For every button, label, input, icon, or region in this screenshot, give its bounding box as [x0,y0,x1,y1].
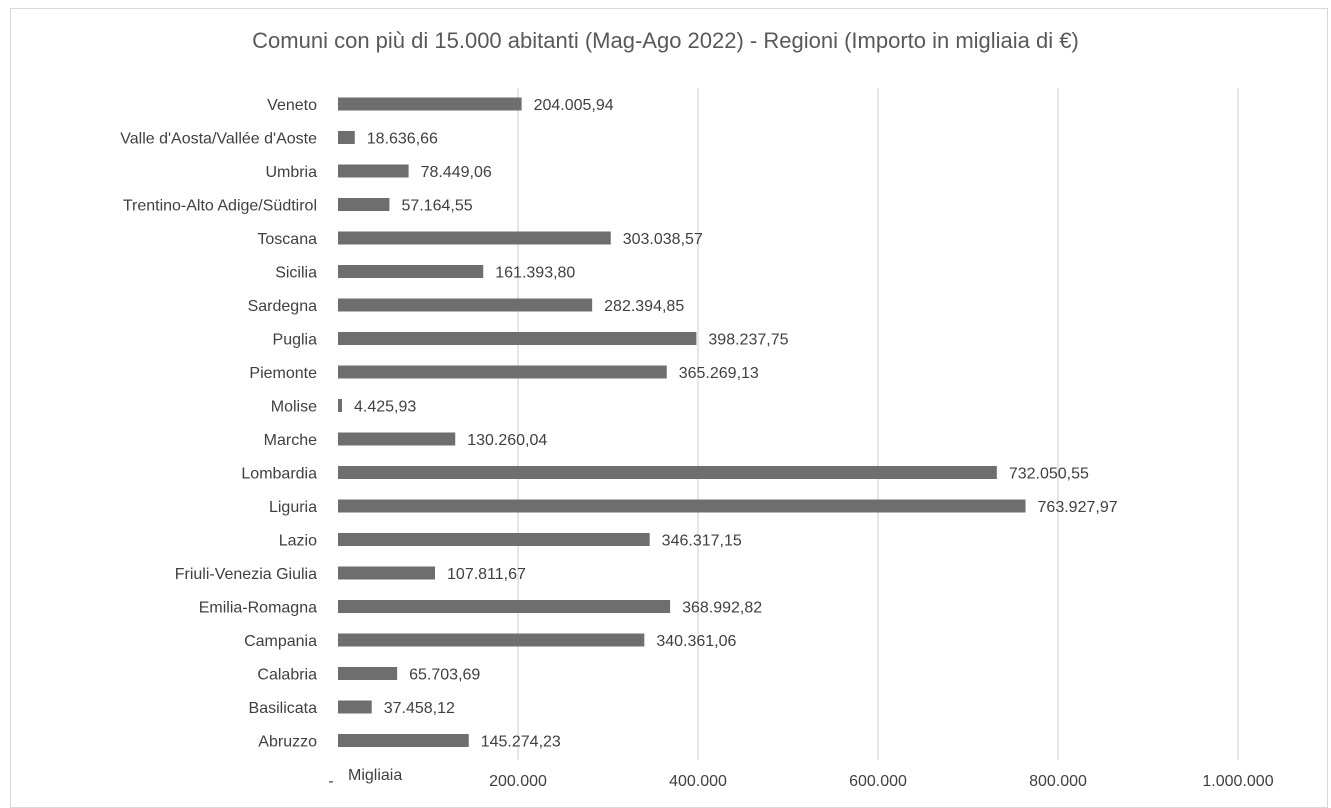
value-label-17: 65.703,69 [409,667,480,684]
value-label-4: 303.038,57 [623,231,703,248]
bar-16 [338,633,645,647]
value-label-0: 204.005,94 [534,97,614,114]
labels: Veneto 204.005,94 Valle d'Aosta/Vallée d'A… [120,97,1117,751]
category-label-4: Toscana [257,231,317,248]
chart-title: Comuni con più di 15.000 abitanti (Mag-A… [252,28,1079,53]
value-label-14: 107.811,67 [447,566,526,583]
bar-17 [338,667,398,680]
bar-12 [338,499,1026,513]
x-tick-label-5: 1.000.000 [1202,773,1273,790]
bar-13 [338,533,650,546]
category-label-16: Campania [244,633,317,650]
x-tick-label-0: - [328,773,333,790]
category-label-3: Trentino-Alto Adige/Südtirol [123,198,317,215]
value-label-11: 732.050,55 [1009,466,1089,483]
bar-19 [338,734,469,747]
x-axis: - 200.000 400.000 600.000 800.000 1.000.000 Mi… [328,767,1273,790]
category-label-7: Puglia [273,332,318,349]
value-label-18: 37.458,12 [384,700,455,717]
category-label-0: Veneto [267,97,317,114]
bar-6 [338,298,593,312]
bar-5 [338,265,484,278]
category-label-12: Liguria [269,499,317,516]
value-label-19: 145.274,23 [481,734,561,751]
category-label-19: Abruzzo [258,734,317,751]
bar-15 [338,600,671,613]
category-label-9: Molise [271,399,317,416]
gridlines [517,88,1239,760]
value-label-1: 18.636,66 [367,131,438,148]
category-label-1: Valle d'Aosta/Vallée d'Aoste [120,131,317,148]
value-label-7: 398.237,75 [708,332,788,349]
bar-2 [338,164,409,178]
value-label-13: 346.317,15 [662,533,742,550]
category-label-11: Lombardia [241,466,317,483]
value-label-8: 365.269,13 [679,365,759,382]
bar-14 [338,566,436,580]
bar-8 [338,365,667,379]
value-label-10: 130.260,04 [467,432,547,449]
x-axis-label: Migliaia [348,767,402,784]
x-tick-label-2: 400.000 [669,773,727,790]
value-label-5: 161.393,80 [495,265,575,282]
category-label-10: Marche [264,432,317,449]
value-label-6: 282.394,85 [604,298,684,315]
category-label-14: Friuli-Venezia Giulia [175,566,317,583]
x-tick-label-3: 600.000 [849,773,907,790]
value-label-3: 57.164,55 [401,198,472,215]
bars [338,97,1026,747]
bar-3 [338,198,390,211]
bar-1 [338,131,355,144]
value-label-12: 763.927,97 [1038,499,1118,516]
category-label-18: Basilicata [249,700,318,717]
bar-9 [338,399,342,412]
chart-area [10,8,1328,808]
bar-4 [338,231,611,245]
bar-10 [338,432,456,446]
category-label-17: Calabria [257,667,317,684]
category-label-2: Umbria [265,164,317,181]
bar-11 [338,466,997,479]
category-label-6: Sardegna [248,298,317,315]
value-label-16: 340.361,06 [656,633,736,650]
category-label-8: Piemonte [249,365,317,382]
category-label-5: Sicilia [275,265,317,282]
bar-7 [338,332,697,345]
value-label-15: 368.992,82 [682,600,762,617]
x-tick-label-1: 200.000 [489,773,547,790]
bar-0 [338,97,522,111]
value-label-9: 4.425,93 [354,399,416,416]
value-label-2: 78.449,06 [421,164,492,181]
x-tick-label-4: 800.000 [1029,773,1087,790]
bar-18 [338,700,372,714]
category-label-15: Emilia-Romagna [199,600,317,617]
category-label-13: Lazio [279,533,317,550]
